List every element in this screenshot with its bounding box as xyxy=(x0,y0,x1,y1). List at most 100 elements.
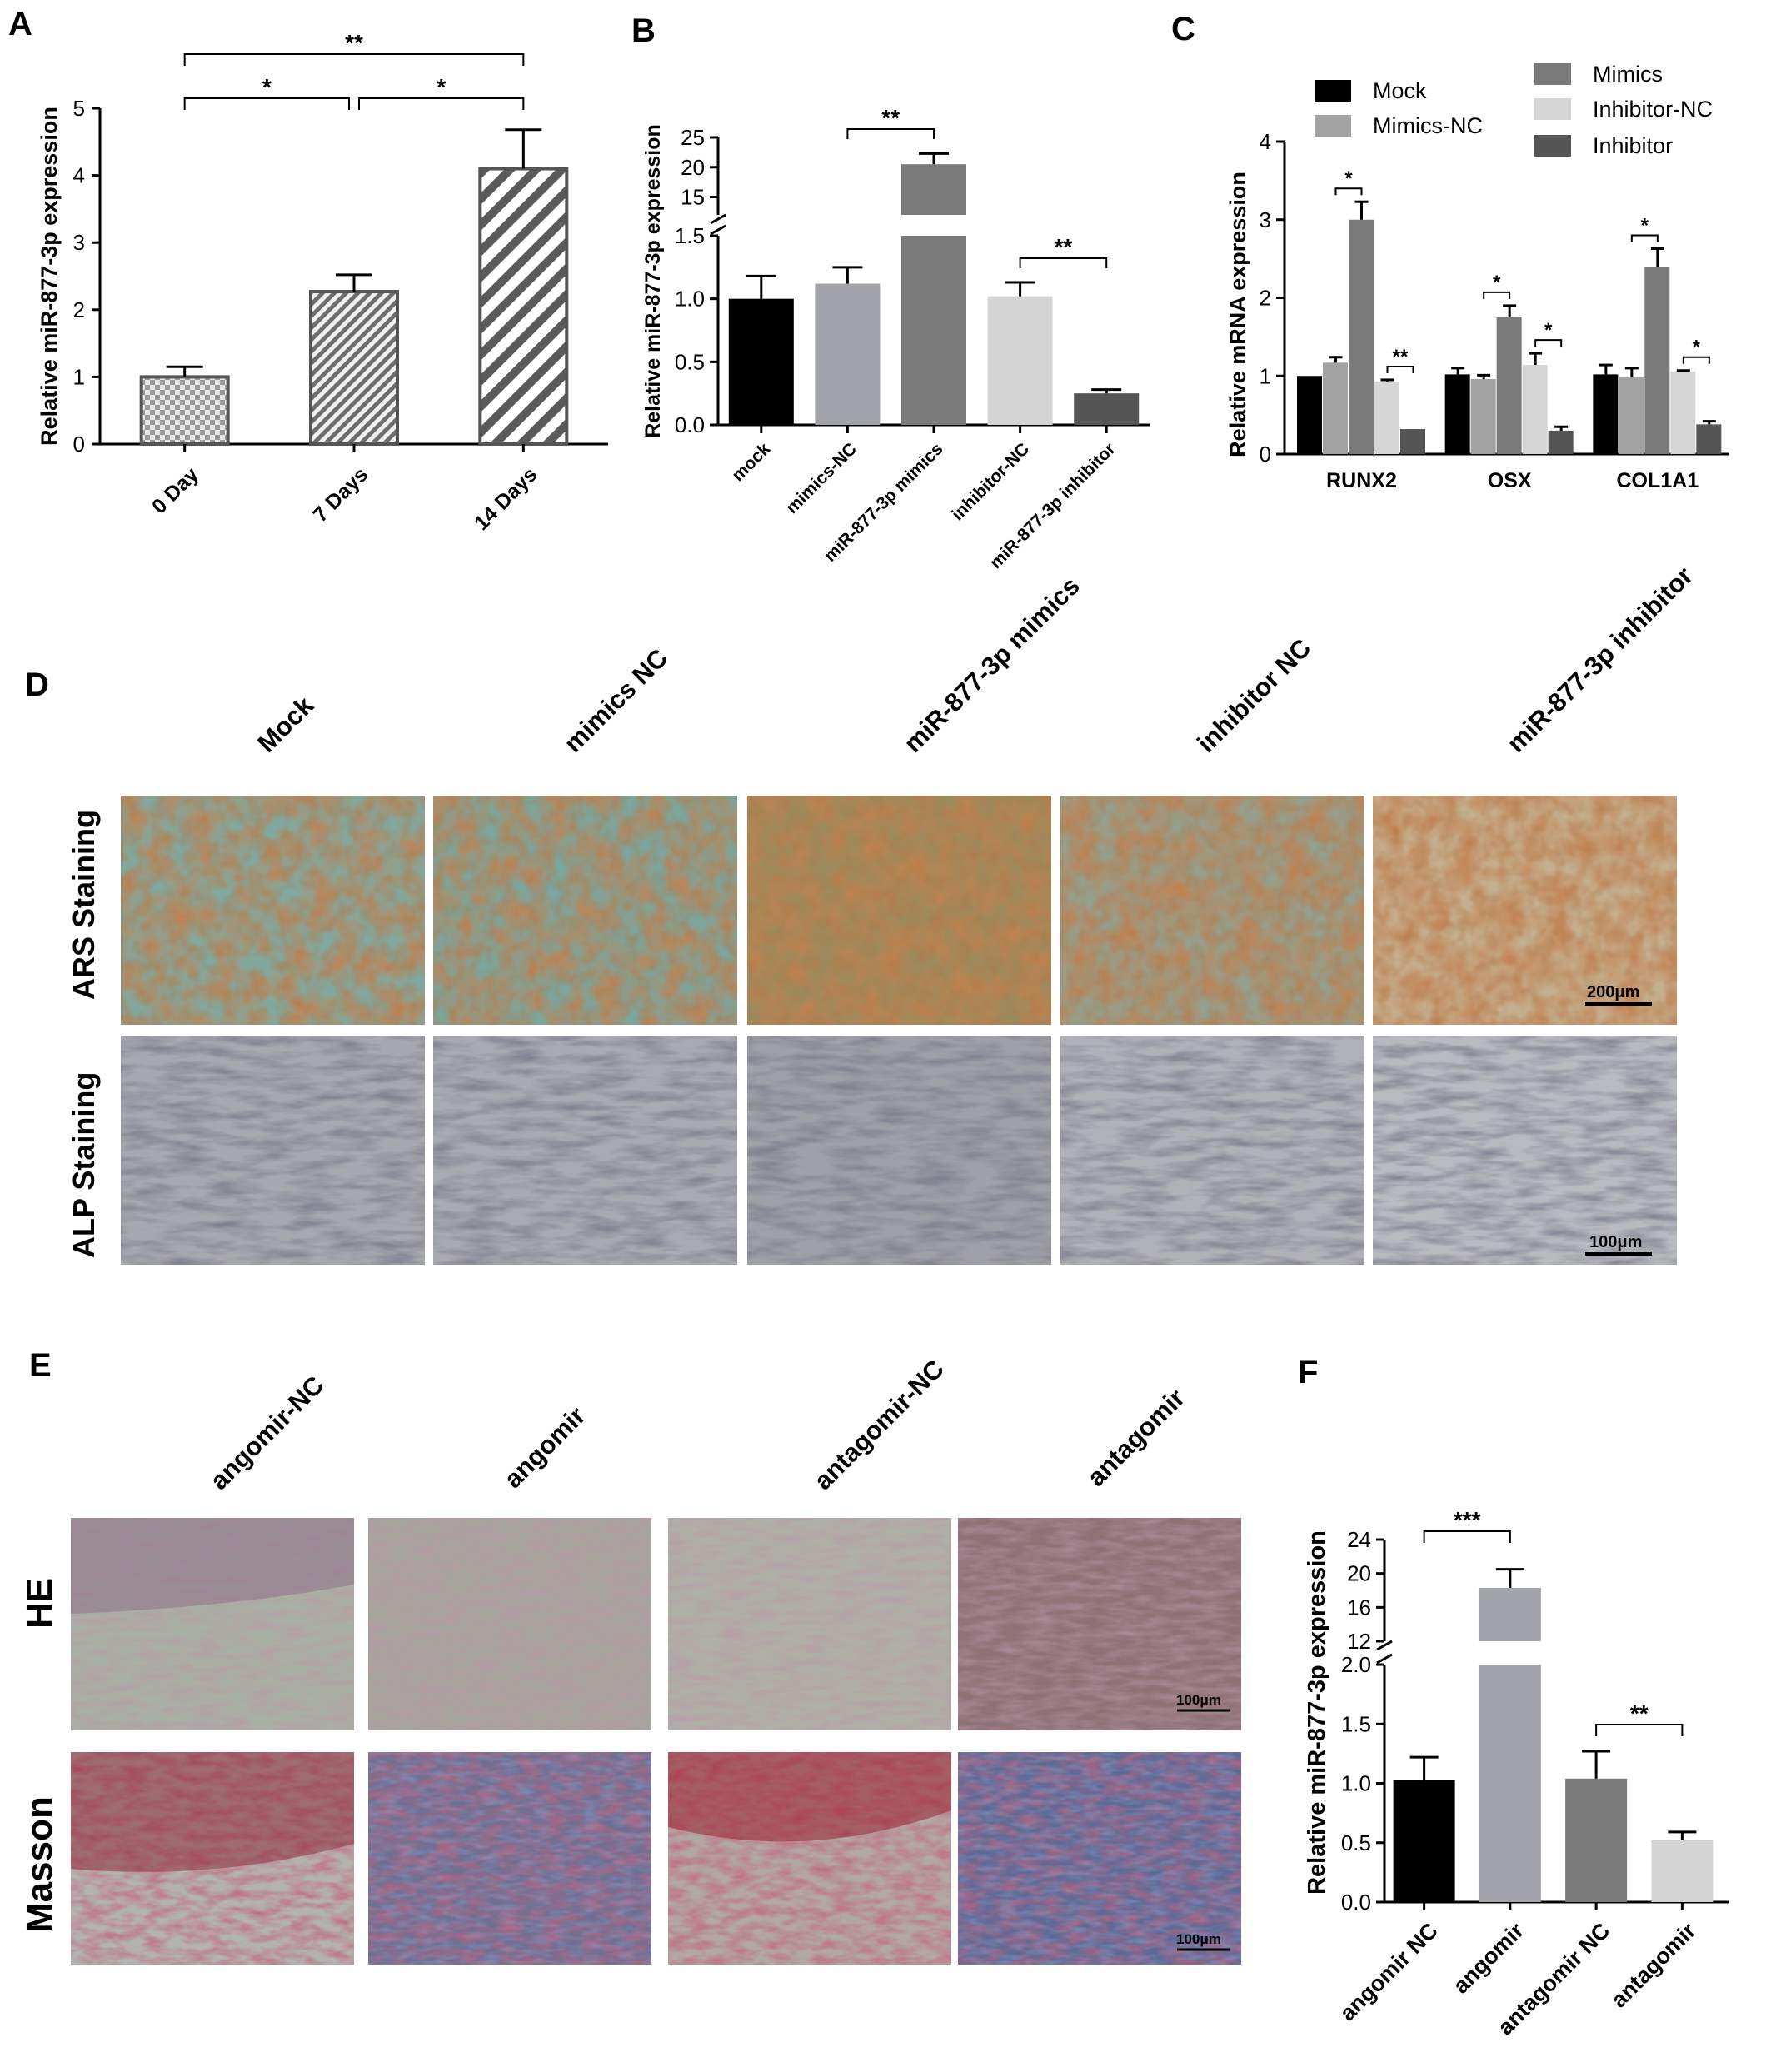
column-head-antagomir-nc: antagomir-NC xyxy=(808,1354,950,1495)
c-bar-0-4 xyxy=(1400,429,1425,454)
a-bar-1 xyxy=(309,290,399,446)
c-y-tick-label: 4 xyxy=(1260,129,1271,154)
f-y-tick-label: 12 xyxy=(1347,1629,1371,1654)
c-y-tick-label: 1 xyxy=(1260,363,1271,388)
scale-label-ars: 200μm xyxy=(1587,983,1639,1001)
c-legend-swatch-0 xyxy=(1315,80,1351,102)
panel-e-micrographs: angomir-NC angomir antagomir-NC antagomi… xyxy=(19,1354,1241,1965)
a-x-tick-label: 14 Days xyxy=(470,462,542,535)
b-bar-1 xyxy=(815,283,881,425)
f-y-tick-label: 0.0 xyxy=(1341,1890,1371,1915)
b-axis-break-mark xyxy=(710,213,726,225)
b-bar-2 xyxy=(901,236,966,425)
a-y-tick-label: 5 xyxy=(73,96,85,121)
c-significance-1-1 xyxy=(1534,339,1563,347)
he-image-1 xyxy=(368,1518,651,1730)
column-head-inhibitor: miR-877-3p inhibitor xyxy=(1501,561,1699,758)
a-bar-2 xyxy=(478,167,569,446)
ars-image-1 xyxy=(433,796,737,1025)
c-y-tick-label: 0 xyxy=(1260,442,1271,467)
row-head-he: HE xyxy=(19,1578,60,1629)
f-x-tick-label: angomir NC xyxy=(1334,1918,1442,2025)
b-y-axis-label: Relative miR-877-3p expression xyxy=(641,124,665,438)
b-significance-1 xyxy=(1019,257,1108,268)
column-head-mimics: miR-877-3p mimics xyxy=(898,571,1085,758)
ars-image-0 xyxy=(121,796,425,1025)
c-bar-0-1 xyxy=(1323,362,1348,454)
c-significance-1-0 xyxy=(1483,291,1511,299)
f-significance-1-label: ** xyxy=(1630,1700,1649,1726)
scale-label-he: 100μm xyxy=(1176,1692,1221,1708)
c-y-tick-label: 3 xyxy=(1260,207,1271,232)
he-image-0 xyxy=(71,1518,354,1730)
b-x-tick-label: mock xyxy=(728,439,774,485)
f-y-tick-label: 24 xyxy=(1347,1527,1371,1552)
panel-d-micrographs: Mock mimics NC miR-877-3p mimics inhibit… xyxy=(67,561,1699,1265)
f-y-tick-label: 0.5 xyxy=(1341,1830,1371,1855)
a-significance-0 xyxy=(183,53,525,66)
f-bar-2 xyxy=(1565,1778,1628,1902)
f-axis-break-mark xyxy=(1376,1640,1393,1651)
alp-image-3 xyxy=(1060,1036,1364,1265)
f-significance-1 xyxy=(1595,1724,1684,1736)
c-bar-0-0 xyxy=(1297,376,1322,454)
a-y-tick-label: 3 xyxy=(73,230,85,255)
a-significance-1-label: * xyxy=(262,74,272,100)
row-head-masson: Masson xyxy=(19,1796,60,1933)
c-legend-label-1: Mimics-NC xyxy=(1373,113,1483,138)
b-significance-0-label: ** xyxy=(881,105,900,131)
masson-image-0 xyxy=(71,1752,354,1965)
chart-f: 0.0 0.5 1.0 1.5 2.012 16 20 24 Relative miR-877-… xyxy=(1304,1507,1729,2040)
f-bar-3 xyxy=(1651,1840,1714,1902)
c-x-tick-label: COL1A1 xyxy=(1617,469,1699,492)
b-bar-0 xyxy=(728,298,794,425)
c-y-tick-label: 2 xyxy=(1260,286,1271,311)
b-y-tick-label: 20 xyxy=(681,155,705,180)
f-significance-0-label: *** xyxy=(1454,1507,1481,1533)
b-x-tick-label: mimics-NC xyxy=(782,439,861,517)
scale-label-masson: 100μm xyxy=(1176,1931,1221,1947)
column-head-mock: Mock xyxy=(252,691,319,758)
a-y-tick-label: 0 xyxy=(73,432,85,457)
scale-bar-alp: 100μm xyxy=(1585,1233,1652,1256)
c-significance-0-1 xyxy=(1386,365,1414,373)
b-y-tick-label: 0.0 xyxy=(675,412,705,437)
b-y-tick-label: 25 xyxy=(681,125,705,150)
c-bar-2-0 xyxy=(1593,374,1619,454)
panel-letter-a: A xyxy=(8,6,32,42)
b-y-tick-label: 0.5 xyxy=(675,349,705,374)
panel-letter-e: E xyxy=(29,1347,52,1384)
f-y-tick-label: 2.0 xyxy=(1341,1652,1371,1677)
c-bar-2-4 xyxy=(1696,424,1722,454)
a-significance-2-label: * xyxy=(437,74,446,100)
c-significance-0-0 xyxy=(1334,187,1363,196)
c-significance-1-1-label: * xyxy=(1544,319,1553,342)
a-y-tick-label: 1 xyxy=(73,364,85,389)
c-legend-label-0: Mock xyxy=(1373,78,1427,103)
c-legend-label-3: Inhibitor-NC xyxy=(1593,97,1713,122)
b-y-tick-label: 1.5 xyxy=(675,223,705,248)
c-x-tick-label: RUNX2 xyxy=(1326,469,1397,492)
c-significance-0-0-label: * xyxy=(1344,167,1353,190)
f-axis-break-mark xyxy=(1376,1653,1393,1665)
f-y-tick-label: 1.5 xyxy=(1341,1711,1371,1736)
alp-image-4 xyxy=(1373,1036,1677,1265)
a-significance-2 xyxy=(358,97,525,110)
f-bar-1 xyxy=(1479,1665,1541,1902)
c-bar-1-1 xyxy=(1470,379,1496,454)
a-bar-0 xyxy=(139,375,230,446)
column-head-angomir: angomir xyxy=(498,1401,591,1494)
b-y-tick-label: 1.0 xyxy=(675,287,705,312)
b-bar-4 xyxy=(1074,393,1140,425)
a-significance-1 xyxy=(183,97,350,110)
row-head-ars: ARS Staining xyxy=(67,810,101,1000)
b-bar-2-upper xyxy=(901,164,966,215)
a-y-tick-label: 4 xyxy=(73,163,85,188)
c-bar-2-2 xyxy=(1644,267,1670,454)
column-head-inhibitor-nc: inhibitor NC xyxy=(1191,633,1316,758)
f-x-tick-label: angomir xyxy=(1449,1918,1529,1999)
c-bar-2-1 xyxy=(1619,377,1644,454)
c-legend-label-4: Inhibitor xyxy=(1593,133,1673,158)
